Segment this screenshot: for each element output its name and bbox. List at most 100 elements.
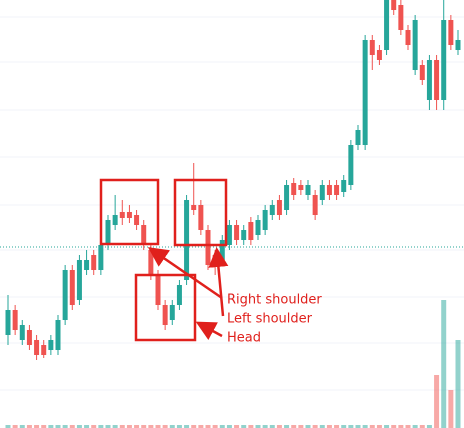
candle-body xyxy=(276,200,282,215)
candle-body xyxy=(234,225,240,240)
volume-bar xyxy=(448,390,454,428)
volume-bar xyxy=(355,425,361,428)
candle-body xyxy=(55,320,61,350)
candle-body xyxy=(241,230,247,240)
volume-bar xyxy=(334,425,340,428)
volume-bar xyxy=(162,425,168,428)
volume-bar xyxy=(319,425,325,428)
volume-bar xyxy=(241,425,247,428)
volume-bar xyxy=(284,425,290,428)
candle-body xyxy=(455,40,461,50)
candle-body xyxy=(412,20,418,70)
volume-bar xyxy=(12,425,18,428)
volume-layer xyxy=(5,300,461,428)
volume-bar xyxy=(269,425,275,428)
volume-bar xyxy=(91,425,97,428)
candle-body xyxy=(255,220,261,235)
candle-body xyxy=(148,250,154,275)
volume-bar xyxy=(191,425,197,428)
candle-body xyxy=(91,255,97,270)
volume-bar xyxy=(155,425,161,428)
candle-body xyxy=(12,310,18,330)
candle-body xyxy=(119,212,125,218)
candle-body xyxy=(219,240,225,260)
volume-bar xyxy=(212,425,218,428)
volume-bar xyxy=(134,425,140,428)
candle-body xyxy=(262,210,268,230)
volume-bar xyxy=(426,425,432,428)
candle-body xyxy=(112,215,118,225)
candle-body xyxy=(312,195,318,215)
right-shoulder-box xyxy=(173,178,228,247)
volume-bar xyxy=(298,425,304,428)
candle-body xyxy=(298,185,304,190)
annotation: Head xyxy=(227,331,261,346)
volume-bar xyxy=(312,425,318,428)
volume-bar xyxy=(112,425,118,428)
candle-body xyxy=(355,130,361,145)
volume-bar xyxy=(169,425,175,428)
candle-body xyxy=(169,305,175,320)
candle-body xyxy=(184,200,190,280)
volume-bar xyxy=(391,425,397,428)
arrow xyxy=(208,247,229,317)
candle-body xyxy=(191,205,197,210)
candle-body xyxy=(126,212,132,218)
volume-bar xyxy=(455,340,461,428)
candle-body xyxy=(176,285,182,305)
pattern-boxes xyxy=(99,178,228,342)
candle-body xyxy=(269,205,275,215)
annotation: Right shoulder xyxy=(227,293,322,308)
volume-bar xyxy=(62,425,68,428)
volume-bar xyxy=(291,425,297,428)
volume-bar xyxy=(434,375,440,428)
candle-body xyxy=(398,5,404,30)
candle-body xyxy=(291,183,297,195)
candle-layer xyxy=(0,0,464,360)
candle-body xyxy=(441,20,447,100)
candle-body xyxy=(319,185,325,200)
volume-bar xyxy=(305,425,311,428)
volume-bar xyxy=(141,425,147,428)
candle-body xyxy=(405,30,411,45)
volume-bar xyxy=(376,425,382,428)
candle-body xyxy=(162,305,168,325)
volume-bar xyxy=(205,425,211,428)
candle-body xyxy=(76,260,82,300)
volume-bar xyxy=(419,425,425,428)
volume-bar xyxy=(41,425,47,428)
candle-body xyxy=(369,40,375,55)
candle-body xyxy=(226,225,232,245)
volume-bar xyxy=(405,425,411,428)
volume-bar xyxy=(248,425,254,428)
volume-bar xyxy=(48,425,54,428)
volume-bar xyxy=(262,425,268,428)
candle-body xyxy=(341,180,347,192)
volume-bar xyxy=(105,425,111,428)
candle-body xyxy=(334,185,340,195)
arrow xyxy=(147,247,223,300)
volume-bar xyxy=(98,425,104,428)
candle-body xyxy=(141,225,147,245)
volume-bar xyxy=(76,425,82,428)
volume-bar xyxy=(184,425,190,428)
candle-body xyxy=(434,60,440,100)
candle-body xyxy=(384,0,390,50)
volume-bar xyxy=(34,425,40,428)
candle-body xyxy=(448,20,454,45)
volume-bar xyxy=(226,425,232,428)
volume-bar xyxy=(26,425,32,428)
volume-bar xyxy=(276,425,282,428)
volume-bar xyxy=(148,425,154,428)
volume-bar xyxy=(341,425,347,428)
candle-body xyxy=(426,60,432,100)
volume-bar xyxy=(69,425,75,428)
volume-bar xyxy=(198,425,204,428)
candle-body xyxy=(41,345,47,355)
candle-body xyxy=(419,65,425,80)
volume-bar xyxy=(84,425,90,428)
arrows xyxy=(147,247,229,340)
volume-bar xyxy=(348,425,354,428)
candle-body xyxy=(26,330,32,345)
